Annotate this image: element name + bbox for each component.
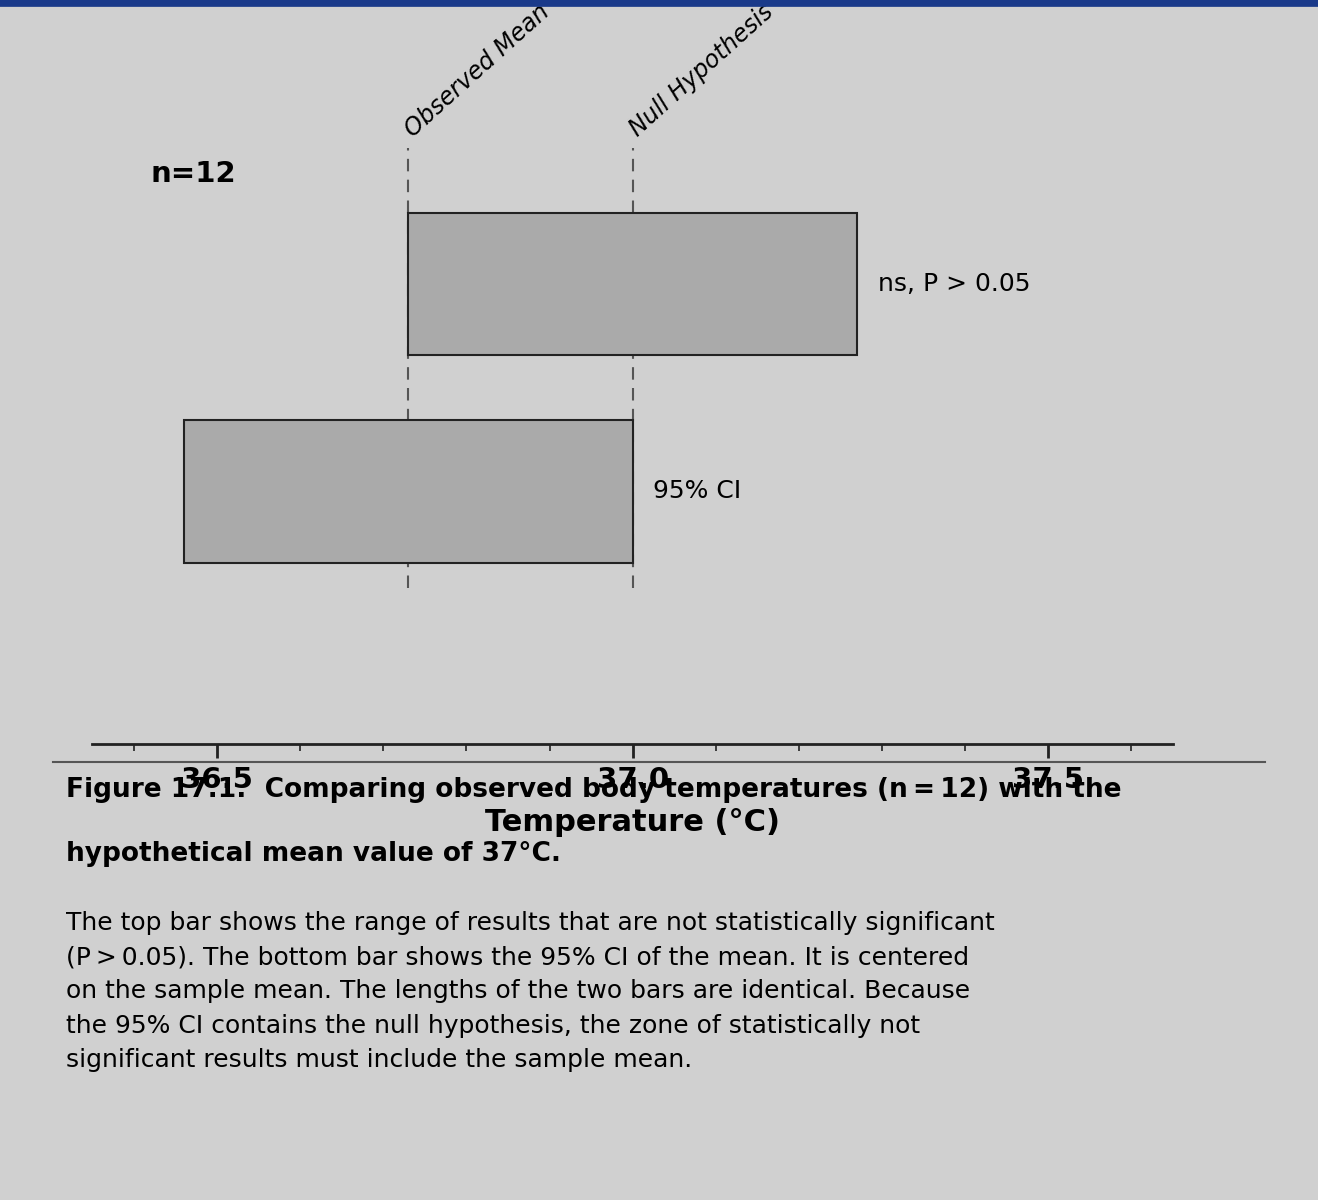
- Text: Figure 17.1.  Comparing observed body temperatures (n = 12) with the: Figure 17.1. Comparing observed body tem…: [66, 776, 1122, 803]
- Text: hypothetical mean value of 37°C.: hypothetical mean value of 37°C.: [66, 841, 561, 868]
- Text: ns, P > 0.05: ns, P > 0.05: [878, 272, 1031, 296]
- Bar: [183, 420, 633, 563]
- Text: Null Hypothesis: Null Hypothesis: [625, 0, 778, 142]
- Text: The top bar shows the range of results that are not statistically significant
(P: The top bar shows the range of results t…: [66, 911, 995, 1073]
- Text: n=12: n=12: [150, 160, 236, 187]
- Bar: [409, 212, 857, 355]
- Text: 95% CI: 95% CI: [654, 479, 742, 503]
- Text: Observed Mean: Observed Mean: [401, 0, 555, 142]
- X-axis label: Temperature (°C): Temperature (°C): [485, 808, 780, 838]
